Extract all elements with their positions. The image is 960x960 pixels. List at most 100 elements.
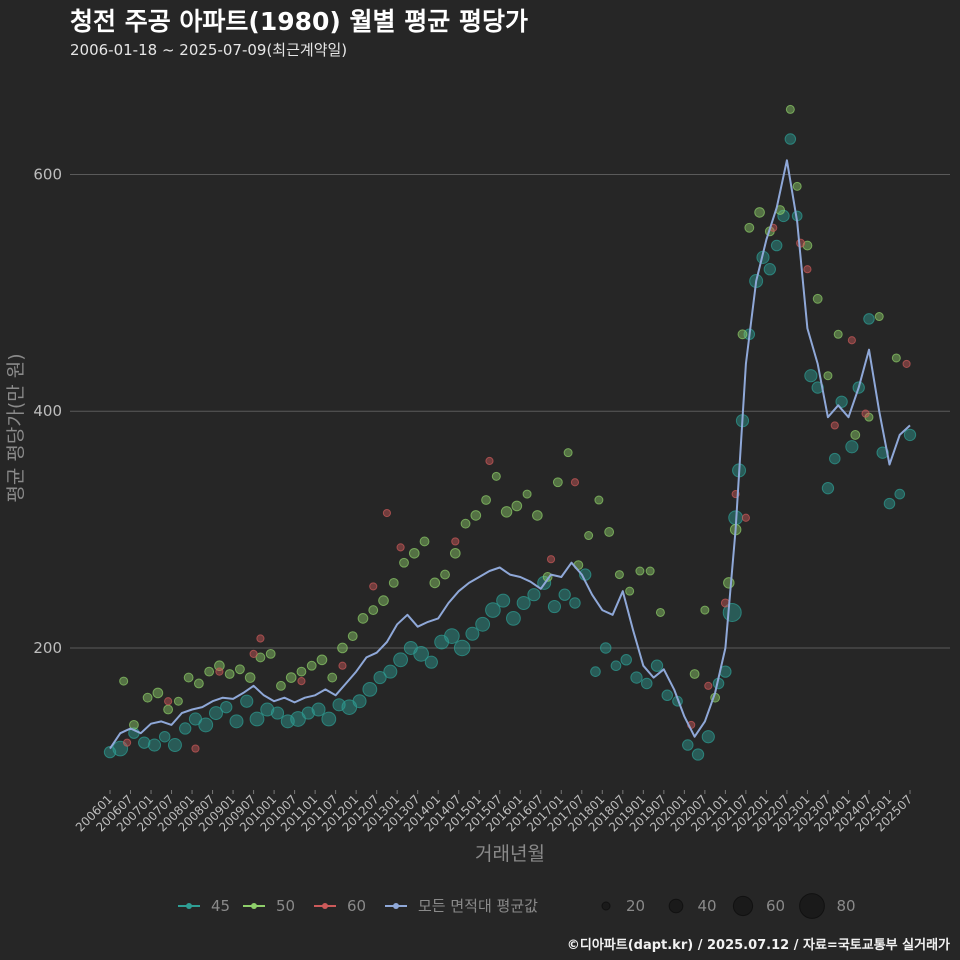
- data-point-s45: [496, 593, 511, 608]
- data-point-s50: [214, 660, 225, 672]
- data-point-s45: [260, 702, 275, 717]
- data-point-s45: [485, 602, 501, 618]
- data-point-s50: [163, 704, 174, 715]
- data-point-s45: [352, 694, 367, 709]
- data-point-s45: [691, 748, 705, 761]
- data-point-s50: [265, 648, 276, 659]
- data-point-s45: [465, 626, 480, 641]
- legend-size-circle: [732, 895, 754, 917]
- data-point-s50: [645, 566, 655, 576]
- chart-title: 청전 주공 아파트(1980) 월별 평균 평당가: [70, 7, 528, 36]
- data-point-s50: [744, 222, 755, 233]
- data-point-s50: [594, 495, 604, 505]
- data-point-s45: [444, 628, 460, 644]
- data-point-s45: [650, 659, 664, 672]
- y-tick-label: 400: [33, 402, 62, 420]
- data-point-s50: [368, 605, 379, 616]
- data-point-s60: [382, 508, 392, 518]
- data-point-s50: [584, 531, 594, 541]
- data-point-s60: [256, 634, 265, 643]
- data-point-s60: [297, 677, 306, 686]
- data-point-s50: [792, 181, 802, 191]
- data-point-s45: [630, 671, 643, 684]
- data-point-s50: [460, 518, 471, 529]
- data-point-s45: [661, 689, 674, 702]
- data-point-s50: [408, 547, 420, 559]
- data-point-s50: [635, 566, 645, 576]
- x-axis-label: 거래년월: [475, 843, 545, 865]
- data-point-s45: [770, 239, 783, 252]
- data-point-s50: [625, 586, 635, 596]
- data-point-s60: [164, 697, 173, 706]
- data-point-s50: [655, 607, 665, 617]
- data-point-s45: [453, 639, 471, 657]
- data-point-s45: [506, 610, 521, 626]
- data-point-s50: [255, 652, 266, 663]
- data-point-s45: [641, 677, 653, 690]
- data-point-s60: [902, 359, 911, 368]
- data-point-s45: [894, 488, 906, 500]
- legend-label-avg: 모든 면적대 평균값: [418, 897, 538, 915]
- data-point-s50: [511, 500, 523, 512]
- data-point-s45: [547, 599, 562, 614]
- data-point-s45: [558, 588, 571, 601]
- data-point-s50: [850, 430, 861, 440]
- data-point-s50: [449, 547, 461, 559]
- data-point-s60: [803, 265, 812, 274]
- data-point-s50: [700, 605, 710, 615]
- data-point-s50: [193, 678, 204, 689]
- data-point-s60: [830, 421, 839, 430]
- data-point-s45: [876, 446, 889, 459]
- data-point-s50: [785, 104, 795, 114]
- data-point-s45: [569, 597, 581, 609]
- data-point-s60: [741, 513, 750, 522]
- y-axis-ticks: 200 400 600: [33, 166, 62, 657]
- data-point-s60: [847, 336, 856, 345]
- data-point-s50: [357, 613, 369, 624]
- data-point-s45: [883, 497, 896, 510]
- data-point-s60: [704, 681, 713, 690]
- legend-dot-s60: [322, 903, 328, 909]
- data-point-s60: [570, 478, 580, 487]
- data-point-s45: [804, 369, 818, 383]
- legend-size-circle: [668, 898, 684, 914]
- data-point-s50: [234, 664, 245, 675]
- chart-subtitle: 2006-01-18 ~ 2025-07-09(최근계약일): [70, 41, 348, 59]
- data-point-s50: [802, 240, 813, 251]
- data-point-s50: [481, 495, 491, 505]
- data-point-s50: [327, 672, 338, 683]
- legend-dot-s45: [186, 903, 192, 909]
- data-point-s50: [500, 506, 513, 518]
- data-point-s50: [470, 510, 482, 521]
- data-point-s45: [270, 706, 285, 720]
- data-point-s60: [338, 661, 347, 670]
- data-point-s50: [173, 696, 183, 706]
- legend-label-s45: 45: [211, 897, 230, 915]
- data-point-s50: [552, 477, 563, 488]
- data-point-s60: [451, 537, 460, 546]
- data-point-s45: [321, 711, 337, 727]
- data-point-s50: [874, 312, 884, 322]
- data-point-s45: [290, 711, 306, 727]
- data-point-s45: [620, 654, 632, 666]
- data-point-s60: [191, 744, 200, 753]
- data-point-s60: [215, 667, 224, 676]
- data-point-s50: [812, 293, 823, 304]
- data-point-s50: [689, 669, 700, 679]
- data-point-s50: [285, 672, 297, 683]
- average-price-line: [109, 159, 911, 750]
- data-point-s45: [249, 711, 265, 727]
- data-point-s45: [829, 452, 841, 465]
- data-point-s50: [891, 353, 901, 363]
- data-point-s45: [147, 738, 162, 752]
- data-point-s45: [167, 738, 182, 753]
- data-point-s50: [152, 687, 164, 699]
- data-point-s60: [861, 409, 870, 418]
- data-point-s45: [424, 655, 438, 669]
- data-point-s50: [563, 448, 573, 458]
- data-point-s45: [413, 646, 429, 662]
- data-point-s45: [475, 616, 491, 632]
- data-point-s45: [179, 722, 192, 735]
- data-point-s50: [204, 666, 215, 677]
- data-point-s60: [123, 738, 132, 747]
